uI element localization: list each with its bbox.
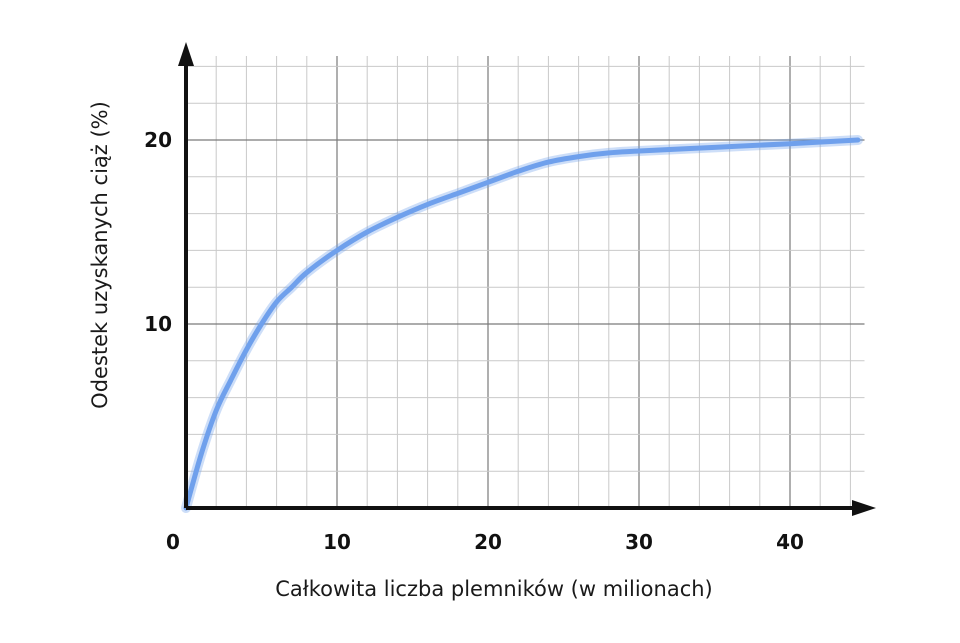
x-tick-label: 10 [323, 530, 351, 554]
tick-labels: 0 10 20 30 40 10 20 [144, 128, 804, 554]
y-tick-label: 10 [144, 312, 172, 336]
axes [178, 42, 876, 516]
x-tick-label: 40 [776, 530, 804, 554]
x-tick-label: 0 [166, 530, 180, 554]
grid [186, 56, 865, 508]
y-tick-label: 20 [144, 128, 172, 152]
y-axis-arrow-icon [178, 42, 194, 66]
data-series [181, 135, 863, 513]
series-line-1 [183, 137, 861, 511]
x-tick-label: 30 [625, 530, 653, 554]
x-axis-arrow-icon [852, 500, 876, 516]
x-axis-label: Całkowita liczba plemników (w milionach) [275, 577, 713, 601]
x-tick-label: 20 [474, 530, 502, 554]
y-axis-label: Odestek uzyskanych ciąż (%) [88, 101, 112, 409]
